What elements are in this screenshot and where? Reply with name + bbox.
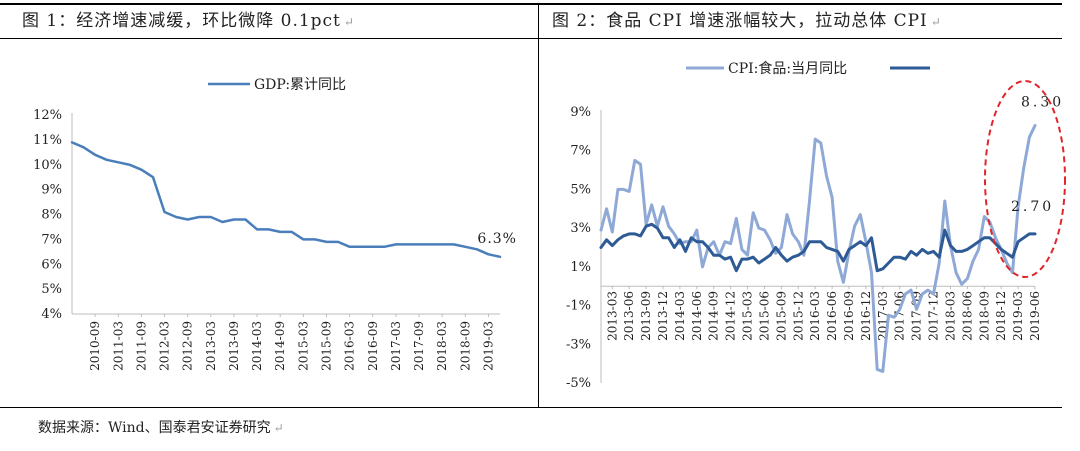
x-tick-label: 2018-06 [960,291,974,341]
y-tick-label: 7% [570,144,591,159]
paragraph-mark-icon: ↵ [930,15,942,29]
top-border [0,3,1062,5]
y-tick-label: 5% [41,282,62,297]
x-tick-label: 2016-06 [825,291,839,341]
bottom-border [0,407,1062,408]
data-label: 6.3% [477,231,517,247]
x-tick-label: 2016-09 [366,321,380,371]
y-tick-label: 11% [33,133,62,148]
x-tick-label: 2013-06 [622,291,636,341]
data-label: 2.70 [1011,199,1054,215]
x-tick-label: 2016-09 [842,291,856,341]
left-chart-title-text: 图 1：经济增速减缓，环比微降 0.1pct [22,11,341,31]
x-tick-label: 2015-06 [757,291,771,341]
x-tick-label: 2011-09 [134,321,148,371]
y-tick-label: 7% [41,232,62,247]
series-line [599,124,1037,373]
x-tick-label: 2018-09 [458,321,472,371]
y-tick-label: -1% [566,299,591,314]
legend-label: GDP:累计同比 [254,77,346,93]
x-tick-label: 2014-09 [273,321,287,371]
x-tick-label: 2014-06 [690,291,704,341]
x-tick-label: 2017-12 [927,291,941,341]
source-text: 数据来源：Wind、国泰君安证券研究 [38,420,271,436]
x-tick-label: 2019-06 [1028,291,1042,341]
panel-divider [538,3,539,408]
legend-label: CPI:食品:当月同比 [728,60,847,77]
left-chart-title: 图 1：经济增速减缓，环比微降 0.1pct ↵ [22,6,355,31]
paragraph-mark-icon: ↵ [273,421,284,435]
y-tick-label: 5% [570,182,591,197]
x-tick-label: 2015-09 [319,321,333,371]
x-tick-label: 2016-12 [859,291,873,341]
y-tick-label: 4% [41,307,62,322]
x-tick-label: 2012-03 [158,321,172,371]
x-tick-label: 2011-03 [111,321,125,371]
x-tick-label: 2013-09 [227,321,241,371]
x-tick-label: 2017-03 [389,321,403,371]
x-tick-label: 2014-12 [724,291,738,341]
series-line [599,222,1037,273]
y-tick-label: 8% [41,208,62,223]
gdp-chart: 4% 5% 6% 7% 8% 9% 10% 11% 12% 2010-09 2011-03 2011-… [33,77,517,371]
x-tick-label: 2015-09 [774,291,788,341]
y-tick-label: 1% [570,260,591,275]
x-tick-label: 2014-09 [707,291,721,341]
y-tick-label: 3% [570,221,591,236]
x-tick-label: 2016-03 [343,321,357,371]
highlight-ellipse [984,80,1066,278]
x-tick-label: 2010-09 [88,321,102,371]
y-tick-label: -3% [566,337,591,352]
x-tick-label: 2012-09 [181,321,195,371]
right-chart-title-text: 图 2：食品 CPI 增速涨幅较大，拉动总体 CPI [552,11,928,31]
y-tick-label: 12% [33,108,62,123]
x-tick-label: 2018-12 [994,291,1008,341]
x-tick-label: 2019-03 [481,321,495,371]
data-label: 8.30 [1021,95,1064,111]
right-chart-title: 图 2：食品 CPI 增速涨幅较大，拉动总体 CPI ↵ [552,6,942,31]
y-tick-label: 9% [41,183,62,198]
x-tick-label: 2014-03 [250,321,264,371]
x-tick-label: 2018-03 [435,321,449,371]
y-tick-label: 6% [41,257,62,272]
paragraph-mark-icon: ↵ [343,15,355,29]
y-tick-label: 10% [33,158,62,173]
x-tick-label: 2017-09 [412,321,426,371]
x-tick-label: 2018-03 [943,291,957,341]
x-tick-label: 2013-12 [656,291,670,341]
source-note: 数据来源：Wind、国泰君安证券研究 ↵ [38,417,284,437]
title-underline [0,38,1062,39]
x-tick-label: 2016-03 [808,291,822,341]
x-tick-label: 2013-03 [204,321,218,371]
x-tick-label: 2013-09 [639,291,653,341]
cpi-chart: -5% -3% -1% 1% 3% 5% 7% 9% 2013-03 2013-06 2013-09… [566,60,1066,391]
x-tick-label: 2015-03 [296,321,310,371]
x-tick-label: 2014-03 [673,291,687,341]
x-tick-label: 2015-12 [791,291,805,341]
y-tick-label: 9% [570,105,591,120]
y-tick-label: -5% [566,376,591,391]
series-line [70,141,502,259]
x-tick-label: 2015-03 [741,291,755,341]
x-tick-label: 2019-03 [1011,291,1025,341]
x-tick-label: 2018-09 [977,291,991,341]
x-tick-label: 2013-03 [605,291,619,341]
